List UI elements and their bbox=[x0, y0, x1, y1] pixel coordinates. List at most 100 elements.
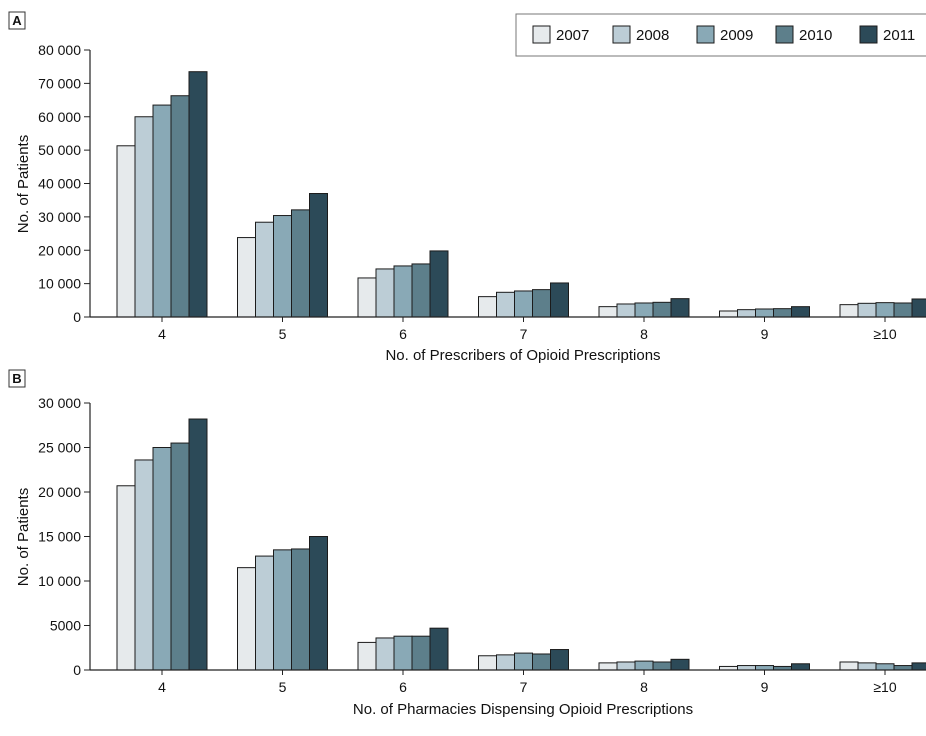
panel-a-bar-7-2009 bbox=[875, 302, 895, 318]
legend-swatch-2010 bbox=[775, 25, 794, 44]
panel-a-y-tick-label: 10 000 bbox=[38, 276, 81, 292]
panel-a-bar-5-2010 bbox=[652, 301, 672, 318]
legend-label-2011: 2011 bbox=[883, 27, 915, 44]
panel-a-bar-1-2007 bbox=[116, 145, 136, 318]
legend-label-2007: 2007 bbox=[556, 27, 589, 44]
panel-a-x-tick-label: 7 bbox=[520, 326, 528, 342]
panel-a-y-tick-label: 70 000 bbox=[38, 75, 81, 91]
panel-a-bar-4-2010 bbox=[532, 289, 551, 318]
panel-b-y-tick-label: 15 000 bbox=[38, 529, 81, 545]
legend-label-2008: 2008 bbox=[636, 27, 669, 44]
legend-swatch-2008 bbox=[612, 25, 631, 44]
panel-a-y-tick-label: 80 000 bbox=[38, 42, 81, 58]
panel-b-bar-5-2007 bbox=[598, 662, 618, 671]
panel-b-y-tick-label: 25 000 bbox=[38, 440, 81, 456]
panel-b-chart: 4 5 6 7 8 9 ≥10 0 5000 10 000 15 000 20 000 25 000 30… bbox=[15, 395, 926, 718]
panel-a-bar-1-2010 bbox=[170, 95, 190, 318]
panel-a-bar-3-2010 bbox=[411, 263, 431, 318]
panel-a-x-tick-label: ≥10 bbox=[873, 326, 896, 342]
panel-a-x-tick-label: 8 bbox=[640, 326, 648, 342]
panel-b-bar-2-2008 bbox=[255, 555, 274, 671]
panel-a-y-tick-label: 0 bbox=[73, 309, 81, 325]
panel-a-bar-7-2011 bbox=[911, 298, 926, 318]
panel-b-bar-2-2010 bbox=[291, 548, 310, 671]
panel-b-bar-3-2010 bbox=[411, 635, 431, 671]
panel-b-bar-1-2009 bbox=[152, 447, 172, 671]
panel-a-y-tick-label: 60 000 bbox=[38, 109, 81, 125]
panel-b-y-tick-label: 0 bbox=[73, 662, 81, 678]
panel-a-bar-5-2009 bbox=[634, 302, 654, 318]
panel-a-x-tick-label: 5 bbox=[279, 326, 287, 342]
panel-a-bar-2-2010 bbox=[291, 209, 310, 318]
panel-b-bar-7-2011 bbox=[911, 662, 926, 671]
panel-a-bar-4-2007 bbox=[478, 296, 497, 318]
panel-a-bar-6-2008 bbox=[737, 309, 756, 318]
panel-b-y-axis-title: No. of Patients bbox=[15, 488, 32, 586]
panel-b-bar-7-2008 bbox=[857, 662, 877, 671]
panel-a-bar-3-2009 bbox=[393, 265, 413, 318]
panel-a-y-tick-label: 20 000 bbox=[38, 242, 81, 258]
panel-a-bar-1-2008 bbox=[134, 116, 154, 318]
panel-a-bar-4-2009 bbox=[514, 290, 533, 318]
panel-a-bar-6-2009 bbox=[755, 308, 774, 318]
panel-b-x-tick-label: ≥10 bbox=[873, 679, 896, 695]
panel-b-bar-4-2011 bbox=[550, 649, 569, 671]
panel-b-y-tick-label: 20 000 bbox=[38, 484, 81, 500]
legend-label-2009: 2009 bbox=[720, 27, 753, 44]
panel-a-label-text: A bbox=[12, 13, 22, 28]
panel-b-bar-5-2009 bbox=[634, 660, 654, 671]
panel-b-bar-6-2008 bbox=[737, 665, 756, 671]
panel-a-x-tick-label: 6 bbox=[399, 326, 407, 342]
panel-a-bar-3-2008 bbox=[375, 268, 395, 318]
panel-a-chart: 4 5 6 7 8 9 ≥10 0 10 000 20 000 30 000 40 000 50 000… bbox=[15, 42, 926, 364]
panel-b-y-tick-label: 30 000 bbox=[38, 395, 81, 411]
panel-b-bar-3-2009 bbox=[393, 635, 413, 671]
panel-a-bar-7-2010 bbox=[893, 302, 913, 318]
panel-b-x-tick-label: 8 bbox=[640, 679, 648, 695]
panel-b-bar-1-2008 bbox=[134, 459, 154, 671]
panel-b-bar-7-2010 bbox=[893, 665, 913, 671]
panel-b-bar-4-2009 bbox=[514, 652, 533, 671]
panel-b-x-tick-label: 4 bbox=[158, 679, 166, 695]
panel-b-x-tick-label: 7 bbox=[520, 679, 528, 695]
legend-swatch-2011 bbox=[859, 25, 878, 44]
panel-a-x-axis-title: No. of Prescribers of Opioid Prescriptio… bbox=[385, 347, 660, 364]
panel-b-label-text: B bbox=[12, 371, 21, 386]
panel-a-bar-5-2011 bbox=[670, 298, 690, 318]
panel-b-bar-2-2009 bbox=[273, 549, 292, 671]
panel-b-bar-2-2011 bbox=[309, 536, 328, 671]
panel-b-label: B bbox=[8, 369, 26, 388]
panel-a-x-tick-label: 9 bbox=[761, 326, 769, 342]
panel-b-x-tick-label: 5 bbox=[279, 679, 287, 695]
legend-box bbox=[515, 13, 926, 57]
panel-a-bar-7-2007 bbox=[839, 304, 859, 318]
panel-b-bar-1-2011 bbox=[188, 418, 208, 671]
panel-b-bar-6-2009 bbox=[755, 665, 774, 671]
panel-a-label: A bbox=[8, 11, 26, 30]
panel-a-bar-7-2008 bbox=[857, 302, 877, 318]
panel-a-bar-5-2008 bbox=[616, 303, 636, 318]
panel-a-bar-2-2011 bbox=[309, 193, 328, 318]
panel-b-bar-7-2007 bbox=[839, 661, 859, 671]
panel-b-bar-6-2011 bbox=[791, 663, 810, 671]
panel-b-bar-5-2010 bbox=[652, 661, 672, 671]
panel-b-bar-4-2010 bbox=[532, 653, 551, 671]
legend-swatch-2009 bbox=[696, 25, 715, 44]
panel-b-bar-1-2007 bbox=[116, 485, 136, 671]
panel-a-y-axis-title: No. of Patients bbox=[15, 135, 32, 233]
panel-b-bar-5-2011 bbox=[670, 658, 690, 671]
legend-swatch-2007 bbox=[532, 25, 551, 44]
panel-a-y-tick-label: 40 000 bbox=[38, 176, 81, 192]
panel-a-bar-1-2009 bbox=[152, 104, 172, 318]
panel-a-bar-2-2007 bbox=[237, 237, 256, 318]
panel-a-y-tick-label: 50 000 bbox=[38, 142, 81, 158]
panel-a-bar-2-2009 bbox=[273, 215, 292, 318]
panel-a-bar-3-2007 bbox=[357, 277, 377, 318]
panel-a-bar-3-2011 bbox=[429, 250, 449, 318]
panel-b-bar-1-2010 bbox=[170, 442, 190, 671]
panel-b-bar-5-2008 bbox=[616, 661, 636, 671]
panel-a-bar-4-2008 bbox=[496, 291, 515, 318]
panel-b-x-tick-label: 9 bbox=[761, 679, 769, 695]
panel-b-y-tick-label: 5000 bbox=[50, 618, 81, 634]
